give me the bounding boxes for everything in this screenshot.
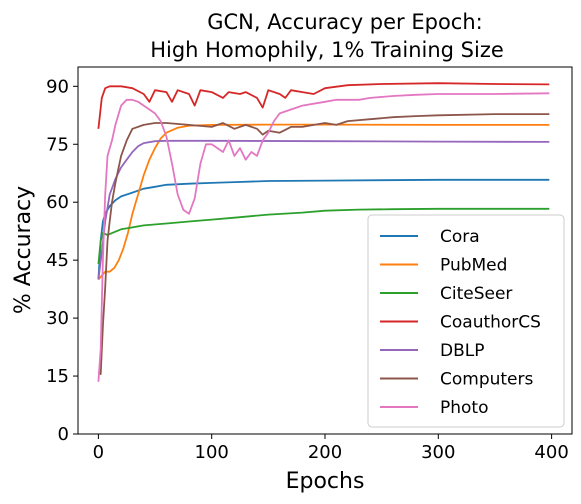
plot-frame — [77, 66, 573, 435]
legend-label-photo: Photo — [440, 398, 489, 418]
y-tick-label: 15 — [46, 366, 69, 387]
series-line-pubmed — [97, 123, 550, 281]
y-axis-ticks: 0 15 30 45 60 75 90 — [46, 76, 78, 445]
x-tick-label: 100 — [195, 442, 229, 463]
series-layer — [97, 82, 550, 382]
legend: Cora PubMed CiteSeer CoauthorCS DBLP Computer… — [367, 214, 565, 428]
y-tick-label: 75 — [46, 134, 69, 155]
legend-box — [367, 214, 565, 428]
x-axis-label: Epochs — [286, 469, 365, 494]
series-line-computers — [97, 113, 550, 375]
chart-title-line-1: GCN, Accuracy per Epoch: — [207, 10, 482, 34]
legend-label-computers: Computers — [440, 370, 534, 390]
legend-label-citeseer: CiteSeer — [440, 284, 512, 304]
y-axis-label: % Accuracy — [11, 186, 36, 314]
series-line-coauthorcs — [97, 82, 550, 129]
chart-title-line-2: High Homophily, 1% Training Size — [150, 38, 504, 62]
x-tick-label: 400 — [534, 442, 568, 463]
legend-label-coauthorcs: CoauthorCS — [440, 313, 541, 333]
legend-label-cora: Cora — [440, 227, 480, 247]
y-tick-label: 0 — [58, 424, 69, 445]
series-line-dblp — [97, 139, 550, 280]
y-tick-label: 30 — [46, 308, 69, 329]
x-tick-label: 0 — [93, 442, 104, 463]
legend-label-dblp: DBLP — [440, 341, 484, 361]
y-tick-label: 90 — [46, 76, 69, 97]
x-axis-ticks: 0 100 200 300 400 — [93, 434, 569, 463]
legend-label-pubmed: PubMed — [440, 256, 507, 276]
x-tick-label: 300 — [421, 442, 455, 463]
x-tick-label: 200 — [308, 442, 342, 463]
series-line-photo — [97, 92, 550, 382]
y-tick-label: 45 — [46, 250, 69, 271]
y-tick-label: 60 — [46, 192, 69, 213]
